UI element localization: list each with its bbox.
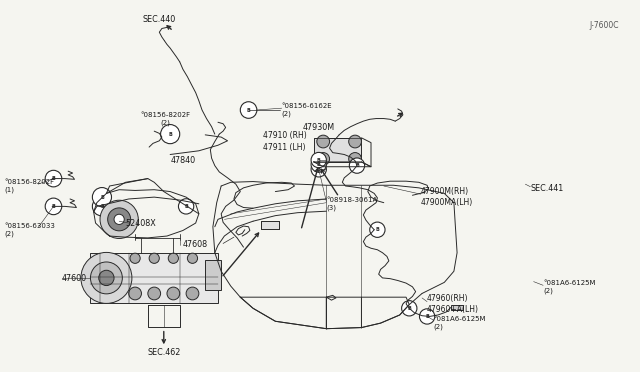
Circle shape: [130, 253, 140, 263]
Circle shape: [311, 153, 326, 168]
Text: SEC.440: SEC.440: [143, 16, 176, 25]
Bar: [314, 138, 362, 162]
Text: SEC.462: SEC.462: [147, 348, 180, 357]
Circle shape: [45, 198, 62, 215]
Text: B: B: [168, 132, 172, 137]
Circle shape: [240, 102, 257, 118]
Text: B: B: [246, 108, 250, 112]
Text: B: B: [408, 306, 411, 311]
Circle shape: [349, 135, 362, 148]
Bar: [205, 260, 221, 290]
Circle shape: [311, 162, 326, 177]
Bar: [90, 253, 218, 303]
Text: 47600: 47600: [62, 274, 87, 283]
Text: °08156-8202F
(2): °08156-8202F (2): [141, 112, 191, 125]
Text: SEC.441: SEC.441: [531, 185, 564, 193]
Circle shape: [81, 253, 132, 304]
Text: B: B: [184, 204, 188, 209]
Text: B: B: [376, 227, 380, 232]
Text: B: B: [317, 158, 321, 163]
Text: B: B: [355, 163, 359, 168]
Text: 47900M(RH)
47900MA(LH): 47900M(RH) 47900MA(LH): [420, 187, 473, 207]
Circle shape: [168, 253, 179, 263]
Text: °081A6-6125M
(2): °081A6-6125M (2): [433, 316, 486, 330]
Circle shape: [317, 153, 330, 165]
Circle shape: [402, 301, 417, 316]
Text: B: B: [52, 204, 55, 209]
Circle shape: [419, 309, 435, 324]
Circle shape: [90, 262, 122, 294]
Circle shape: [370, 222, 385, 237]
Bar: [261, 221, 279, 229]
Text: 47910 (RH)
47911 (LH): 47910 (RH) 47911 (LH): [262, 131, 307, 151]
Circle shape: [129, 287, 141, 300]
Text: B: B: [52, 176, 55, 181]
Text: 47930M: 47930M: [303, 123, 335, 132]
Circle shape: [311, 157, 326, 172]
Circle shape: [349, 158, 365, 173]
Circle shape: [179, 199, 194, 214]
Text: B: B: [425, 314, 429, 319]
Circle shape: [186, 287, 199, 300]
Circle shape: [92, 187, 111, 207]
Text: B: B: [100, 195, 104, 200]
Circle shape: [108, 208, 131, 231]
Text: J-7600C: J-7600C: [589, 22, 618, 31]
Circle shape: [188, 253, 198, 263]
Circle shape: [161, 125, 180, 144]
Circle shape: [149, 253, 159, 263]
Text: 47840: 47840: [170, 156, 195, 165]
Text: °08156-63033
(2): °08156-63033 (2): [4, 224, 55, 237]
Circle shape: [100, 200, 138, 238]
Circle shape: [114, 214, 124, 224]
Circle shape: [92, 197, 111, 216]
Circle shape: [45, 170, 62, 187]
Text: B: B: [100, 204, 104, 209]
Circle shape: [99, 270, 114, 286]
Text: 52408X: 52408X: [125, 219, 156, 228]
Text: °08918-3061A
(3): °08918-3061A (3): [326, 197, 378, 211]
Text: 47960(RH)
47960+A(LH): 47960(RH) 47960+A(LH): [427, 294, 479, 314]
Bar: [451, 305, 463, 310]
Circle shape: [167, 287, 180, 300]
Text: °081A6-6125M
(2): °081A6-6125M (2): [543, 280, 596, 294]
Text: B: B: [317, 162, 321, 167]
Text: °08156-6162E
(2): °08156-6162E (2): [282, 103, 332, 117]
Text: B: B: [317, 167, 321, 172]
Text: 47608: 47608: [183, 240, 208, 249]
Circle shape: [349, 153, 362, 165]
Text: °08156-8202F
(1): °08156-8202F (1): [4, 179, 54, 193]
Circle shape: [317, 135, 330, 148]
Circle shape: [148, 287, 161, 300]
